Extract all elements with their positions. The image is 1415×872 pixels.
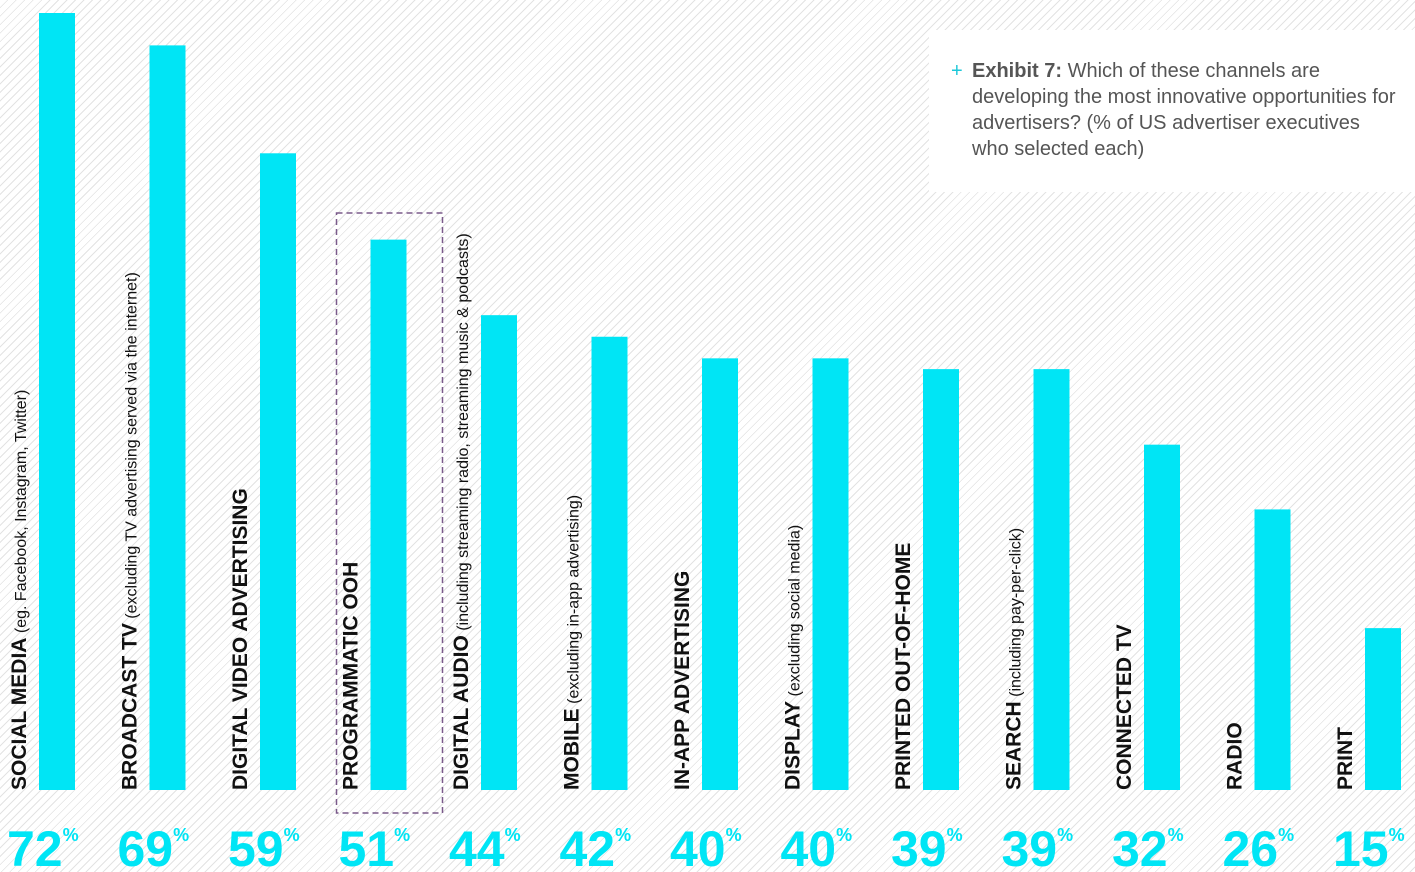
value-number: 69 (118, 821, 174, 872)
plus-icon: + (951, 60, 963, 82)
category-detail: (eg. Facebook, Instagram, Twitter) (13, 390, 30, 638)
category-detail: (including pay-per-click) (1008, 528, 1025, 701)
exhibit-question: Which of these channels are developing t… (972, 60, 1396, 160)
value-label: 72% (7, 821, 79, 872)
category-detail: (excluding social media) (787, 525, 804, 701)
bar (1144, 444, 1180, 790)
category-label: PROGRAMMATIC OOH (340, 562, 363, 790)
bar (149, 45, 186, 790)
value-label: 15% (1333, 821, 1405, 872)
exhibit-caption-box: + Exhibit 7: Which of these channels are… (929, 30, 1415, 192)
category-name: DISPLAY (782, 701, 805, 790)
value-label: 39% (891, 821, 963, 872)
value-unit: % (1389, 825, 1405, 845)
value-label: 59% (228, 821, 300, 872)
value-label: 51% (339, 821, 411, 872)
category-label: PRINTED OUT-OF-HOME (892, 543, 915, 790)
category-label: IN-APP ADVERTISING (671, 571, 694, 790)
category-name: PROGRAMMATIC OOH (340, 562, 363, 790)
value-unit: % (615, 825, 631, 845)
value-unit: % (1168, 825, 1184, 845)
bar (923, 369, 959, 790)
value-number: 44 (449, 821, 505, 872)
category-name: BROADCAST TV (119, 623, 142, 790)
value-label: 32% (1112, 821, 1184, 872)
value-label: 69% (118, 821, 190, 872)
value-unit: % (1278, 825, 1294, 845)
highlight-box (335, 212, 444, 814)
value-unit: % (1057, 825, 1073, 845)
category-label: DIGITAL VIDEO ADVERTISING (229, 488, 252, 790)
value-unit: % (726, 825, 742, 845)
bar (1033, 369, 1070, 790)
category-label: MOBILE (excluding in-app advertising) (561, 495, 584, 790)
category-name: PRINT (1334, 727, 1357, 790)
value-number: 39 (891, 821, 947, 872)
bar (370, 239, 407, 790)
value-unit: % (836, 825, 852, 845)
value-label: 40% (781, 821, 853, 872)
value-unit: % (284, 825, 300, 845)
bar (260, 153, 296, 790)
category-name: IN-APP ADVERTISING (671, 571, 694, 790)
category-label: SOCIAL MEDIA (eg. Facebook, Instagram, T… (8, 390, 31, 790)
category-detail: (including streaming radio, streaming mu… (455, 233, 472, 635)
bar (39, 13, 75, 790)
category-detail: (excluding TV advertising served via the… (124, 272, 141, 623)
category-name: DIGITAL VIDEO ADVERTISING (229, 488, 252, 790)
category-label: DIGITAL AUDIO (including streaming radio… (450, 233, 473, 790)
value-label: 42% (560, 821, 632, 872)
value-number: 42 (560, 821, 616, 872)
bar (812, 358, 849, 790)
category-label: SEARCH (including pay-per-click) (1003, 528, 1026, 790)
value-label: 26% (1223, 821, 1295, 872)
category-name: CONNECTED TV (1113, 624, 1136, 790)
value-label: 44% (449, 821, 521, 872)
category-label: BROADCAST TV (excluding TV advertising s… (119, 272, 142, 790)
value-unit: % (394, 825, 410, 845)
chart-title: Exhibit 7: Which of these channels are d… (972, 58, 1397, 162)
bar (702, 358, 738, 790)
value-label: 39% (1002, 821, 1074, 872)
value-number: 51 (339, 821, 395, 872)
category-name: DIGITAL AUDIO (450, 635, 473, 790)
category-name: SEARCH (1003, 701, 1026, 790)
exhibit-label: Exhibit 7: (972, 60, 1063, 82)
value-number: 32 (1112, 821, 1168, 872)
value-unit: % (947, 825, 963, 845)
category-name: RADIO (1224, 722, 1247, 790)
value-number: 40 (670, 821, 726, 872)
value-unit: % (173, 825, 189, 845)
category-name: PRINTED OUT-OF-HOME (892, 543, 915, 790)
value-unit: % (63, 825, 79, 845)
value-number: 26 (1223, 821, 1279, 872)
category-label: CONNECTED TV (1113, 624, 1136, 790)
value-number: 15 (1333, 821, 1389, 872)
bar (1254, 509, 1291, 790)
category-detail: (excluding in-app advertising) (566, 495, 583, 708)
category-name: SOCIAL MEDIA (8, 638, 31, 790)
category-name: MOBILE (561, 708, 584, 790)
value-number: 59 (228, 821, 284, 872)
bar (1365, 628, 1401, 790)
value-label: 40% (670, 821, 742, 872)
bar (481, 315, 517, 790)
bar (591, 336, 628, 790)
category-label: RADIO (1224, 722, 1247, 790)
value-number: 39 (1002, 821, 1058, 872)
value-number: 40 (781, 821, 837, 872)
category-label: PRINT (1334, 727, 1357, 790)
value-unit: % (505, 825, 521, 845)
category-label: DISPLAY (excluding social media) (782, 525, 805, 790)
value-number: 72 (7, 821, 63, 872)
